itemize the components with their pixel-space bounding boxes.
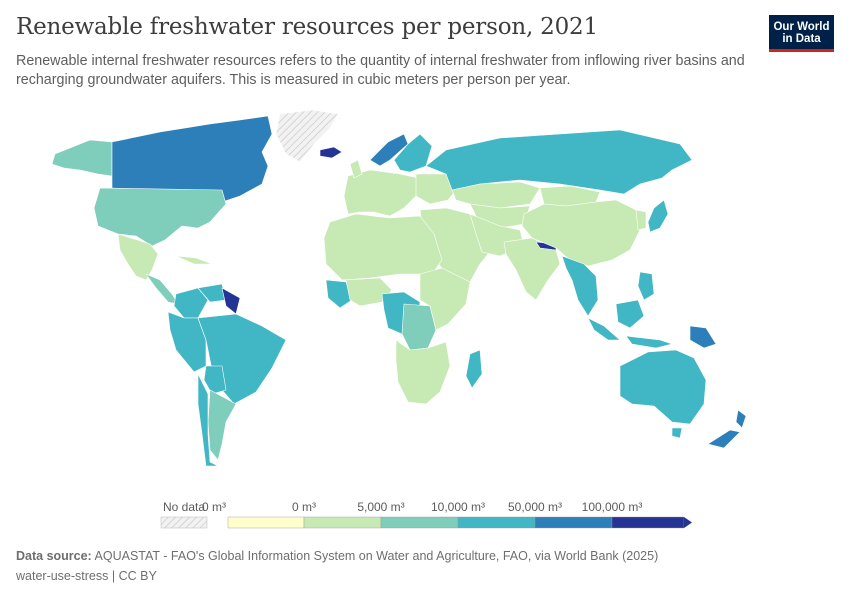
world-map[interactable] [0, 104, 850, 484]
legend-no-data-label: No data [163, 500, 205, 514]
country-cuba[interactable] [175, 255, 213, 265]
logo-line-2: in Data [782, 33, 821, 45]
data-source-line: Data source: AQUASTAT - FAO's Global Inf… [16, 546, 658, 566]
country-tasmania[interactable] [671, 427, 683, 439]
country-iceland[interactable] [319, 146, 343, 159]
legend-bin-1[interactable] [303, 516, 382, 529]
country-north-africa[interactable] [323, 213, 443, 281]
legend-bin-0[interactable] [227, 516, 305, 529]
legend-tick-5: 100,000 m³ [582, 500, 643, 514]
country-mainland-southeast-asia[interactable] [561, 255, 599, 317]
country-kazakhstan[interactable] [451, 181, 541, 209]
country-alaska[interactable] [51, 139, 113, 177]
country-china[interactable] [521, 199, 641, 267]
country-west-africa[interactable] [345, 277, 393, 307]
country-madagascar[interactable] [465, 349, 483, 389]
legend-no-data-swatch [160, 516, 208, 529]
country-malaysia-indonesia-west[interactable] [587, 317, 621, 341]
legend-tick-3: 10,000 m³ [431, 500, 485, 514]
map-legend: No data 0 m³ 0 m³ 5,000 m³ 10,000 m³ 50,000 … [0, 494, 850, 534]
legend-arrow-icon [684, 517, 692, 528]
country-mexico[interactable] [117, 233, 159, 281]
legend-bin-2[interactable] [380, 516, 459, 529]
country-chile[interactable] [197, 373, 219, 467]
legend-tick-0: 0 m³ [202, 500, 226, 514]
country-greenland-no-data[interactable] [275, 109, 339, 163]
country-bolivia[interactable] [203, 365, 227, 395]
country-korea[interactable] [635, 209, 647, 231]
legend-bin-4[interactable] [534, 516, 613, 529]
country-australia[interactable] [619, 349, 707, 425]
chart-footer: Data source: AQUASTAT - FAO's Global Inf… [16, 546, 658, 586]
country-papua-new-guinea[interactable] [689, 325, 717, 349]
country-russia[interactable] [425, 129, 693, 195]
owid-logo[interactable]: Our World in Data [769, 15, 834, 52]
legend-color-scale [227, 516, 692, 529]
country-east-africa[interactable] [419, 267, 471, 331]
country-new-zealand[interactable] [707, 409, 747, 449]
country-japan[interactable] [647, 199, 669, 233]
country-dr-congo[interactable] [401, 303, 437, 351]
country-west-africa-coast[interactable] [325, 279, 353, 309]
country-united-states[interactable] [93, 187, 227, 247]
country-indonesia-east[interactable] [625, 335, 673, 349]
country-uk-ireland[interactable] [349, 159, 363, 179]
chart-title: Renewable freshwater resources per perso… [16, 14, 598, 40]
country-paraguay-argentina[interactable] [207, 389, 237, 461]
country-guyana-suriname[interactable] [221, 287, 241, 315]
country-southern-africa[interactable] [395, 339, 451, 405]
country-western-europe[interactable] [343, 169, 419, 217]
country-borneo[interactable] [615, 299, 645, 329]
chart-subtitle: Renewable internal freshwater resources … [16, 53, 745, 88]
legend-tick-2: 5,000 m³ [357, 500, 404, 514]
data-source-label: Data source: [16, 549, 92, 563]
country-central-america[interactable] [145, 273, 179, 305]
legend-tick-1: 0 m³ [292, 500, 316, 514]
credit-line[interactable]: water-use-stress | CC BY [16, 569, 157, 583]
logo-line-1: Our World [773, 21, 830, 33]
country-philippines[interactable] [637, 271, 655, 301]
legend-tick-4: 50,000 m³ [508, 500, 562, 514]
legend-bin-3[interactable] [457, 516, 536, 529]
legend-tick-labels: 0 m³ 0 m³ 5,000 m³ 10,000 m³ 50,000 m³ 100,00… [202, 500, 642, 514]
legend-bin-5[interactable] [611, 516, 685, 529]
country-sweden-finland[interactable] [393, 133, 433, 173]
data-source-link[interactable]: AQUASTAT - FAO's Global Information Syst… [94, 549, 659, 563]
